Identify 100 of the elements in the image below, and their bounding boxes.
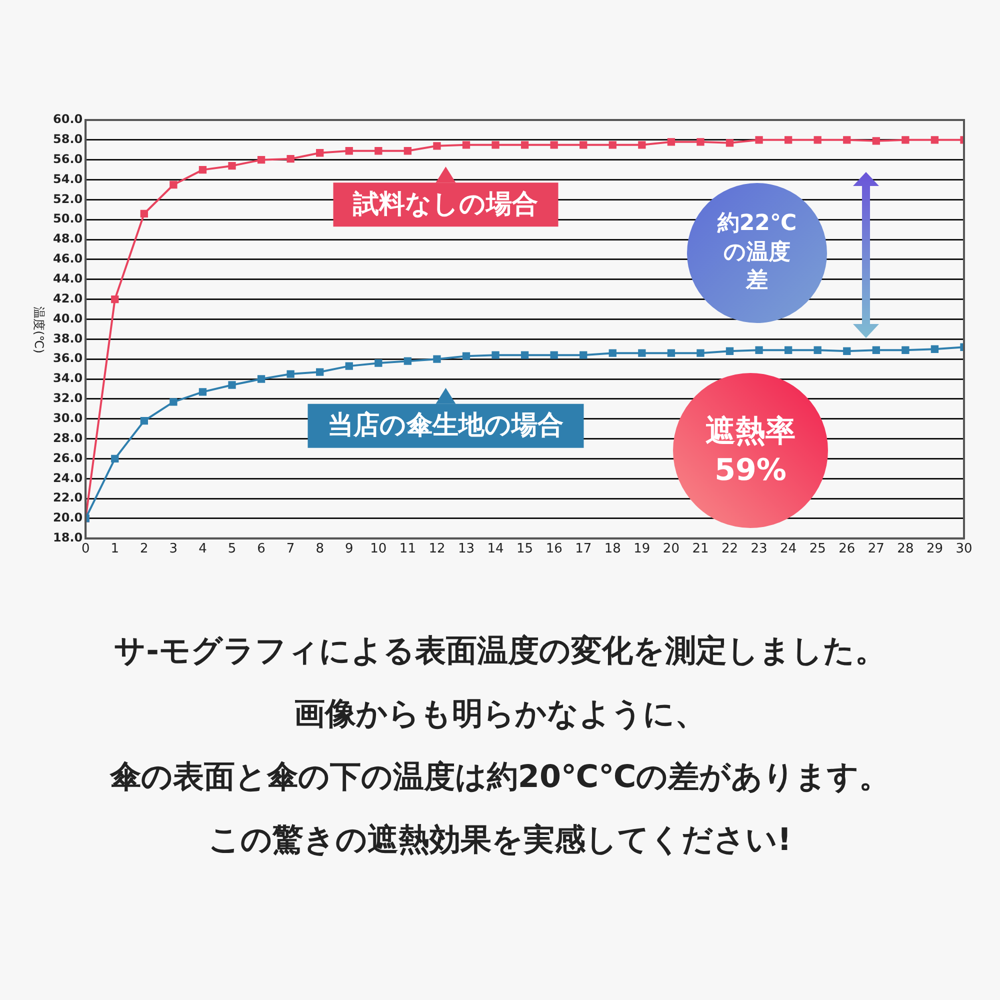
point xyxy=(755,136,763,144)
point xyxy=(111,454,119,463)
y-tick-label: 28.0 xyxy=(53,430,83,445)
y-tick-label: 18.0 xyxy=(53,530,83,545)
x-tick-label: 5 xyxy=(228,542,236,557)
point xyxy=(902,346,910,354)
point xyxy=(257,156,266,164)
point xyxy=(667,138,676,146)
x-tick-label: 15 xyxy=(516,542,534,557)
point xyxy=(784,136,792,144)
point xyxy=(638,349,646,357)
point xyxy=(755,346,763,354)
point xyxy=(726,139,734,147)
x-tick-label: 13 xyxy=(458,542,475,557)
y-tick-label: 56.0 xyxy=(53,152,83,166)
point xyxy=(374,147,382,155)
point xyxy=(433,355,441,363)
x-tick-label: 6 xyxy=(257,542,266,557)
point xyxy=(286,155,294,163)
point xyxy=(872,346,880,354)
x-tick-label: 29 xyxy=(926,542,943,557)
x-tick-label: 4 xyxy=(198,542,207,557)
point xyxy=(608,349,616,357)
point xyxy=(462,352,470,360)
point xyxy=(667,349,676,357)
point xyxy=(550,141,558,149)
x-tick-label: 12 xyxy=(428,542,446,557)
x-tick-label: 18 xyxy=(604,542,621,557)
point xyxy=(374,359,382,367)
text: サ-モグラフィによる表面温度の変化を測定しました。 xyxy=(113,632,887,671)
legend-label: 試料なしの場合 xyxy=(352,189,538,220)
y-tick-label: 36.0 xyxy=(53,351,83,366)
x-tick-label: 0 xyxy=(81,542,90,557)
y-tick-label: 32.0 xyxy=(53,391,83,406)
point xyxy=(930,345,939,353)
x-tick-label: 27 xyxy=(868,542,884,557)
y-tick-label: 46.0 xyxy=(53,252,83,266)
point xyxy=(462,141,470,149)
y-tick-label: 38.0 xyxy=(53,331,83,346)
point xyxy=(228,381,236,389)
x-tick-label: 21 xyxy=(692,542,709,557)
x-tick-label: 1 xyxy=(110,542,120,557)
y-axis-title: 温度(℃) xyxy=(32,306,46,354)
point xyxy=(814,136,822,144)
y-tick-label: 42.0 xyxy=(53,291,83,306)
point xyxy=(843,347,851,355)
x-tick-label: 19 xyxy=(634,542,650,557)
x-tick-label: 22 xyxy=(721,542,738,557)
point xyxy=(140,210,148,218)
y-tick-label: 60.0 xyxy=(53,112,83,126)
point xyxy=(520,351,529,359)
point xyxy=(492,141,500,149)
point xyxy=(316,149,324,157)
x-tick-label: 7 xyxy=(286,542,295,557)
point xyxy=(872,137,880,145)
y-tick-label: 22.0 xyxy=(53,490,83,505)
point xyxy=(814,346,822,354)
x-tick-label: 3 xyxy=(169,542,178,557)
x-tick-label: 28 xyxy=(897,542,914,557)
y-tick-label: 52.0 xyxy=(53,192,83,206)
point xyxy=(140,417,148,425)
y-tick-label: 24.0 xyxy=(53,470,83,485)
x-tick-label: 25 xyxy=(809,542,826,557)
y-tick-label: 48.0 xyxy=(53,232,83,246)
point xyxy=(638,141,646,149)
point xyxy=(257,375,266,383)
x-tick-label: 8 xyxy=(316,542,324,557)
x-tick-label: 20 xyxy=(662,542,680,557)
x-tick-label: 17 xyxy=(575,542,592,557)
y-tick-label: 54.0 xyxy=(53,172,83,186)
point xyxy=(696,138,704,146)
point xyxy=(726,347,734,355)
x-tick-label: 30 xyxy=(956,542,972,557)
y-tick-label: 20.0 xyxy=(53,510,83,525)
x-tick-label: 23 xyxy=(750,542,768,557)
point xyxy=(404,357,412,365)
point xyxy=(433,142,441,150)
x-tick-label: 11 xyxy=(399,542,416,557)
text: 傘の表面と傘の下の温度は約20℃℃の差があります。 xyxy=(108,758,892,797)
point xyxy=(198,166,207,174)
point xyxy=(345,147,353,155)
point xyxy=(608,141,616,149)
text: 画像からも明らかなように、 xyxy=(293,695,707,734)
point xyxy=(930,136,939,144)
point xyxy=(580,351,588,359)
point xyxy=(286,370,294,378)
point xyxy=(550,351,558,359)
text: この驚きの遮熱効果を実感してください! xyxy=(207,821,793,860)
y-tick-label: 26.0 xyxy=(53,450,83,465)
x-tick-label: 26 xyxy=(838,542,856,557)
x-tick-label: 16 xyxy=(546,542,562,557)
y-tick-label: 50.0 xyxy=(53,212,83,226)
point xyxy=(696,349,704,357)
point xyxy=(170,398,178,406)
point xyxy=(228,162,236,170)
x-tick-label: 10 xyxy=(370,542,387,557)
y-tick-label: 44.0 xyxy=(53,272,83,286)
point xyxy=(843,136,851,144)
point xyxy=(784,346,792,354)
point xyxy=(902,136,910,144)
